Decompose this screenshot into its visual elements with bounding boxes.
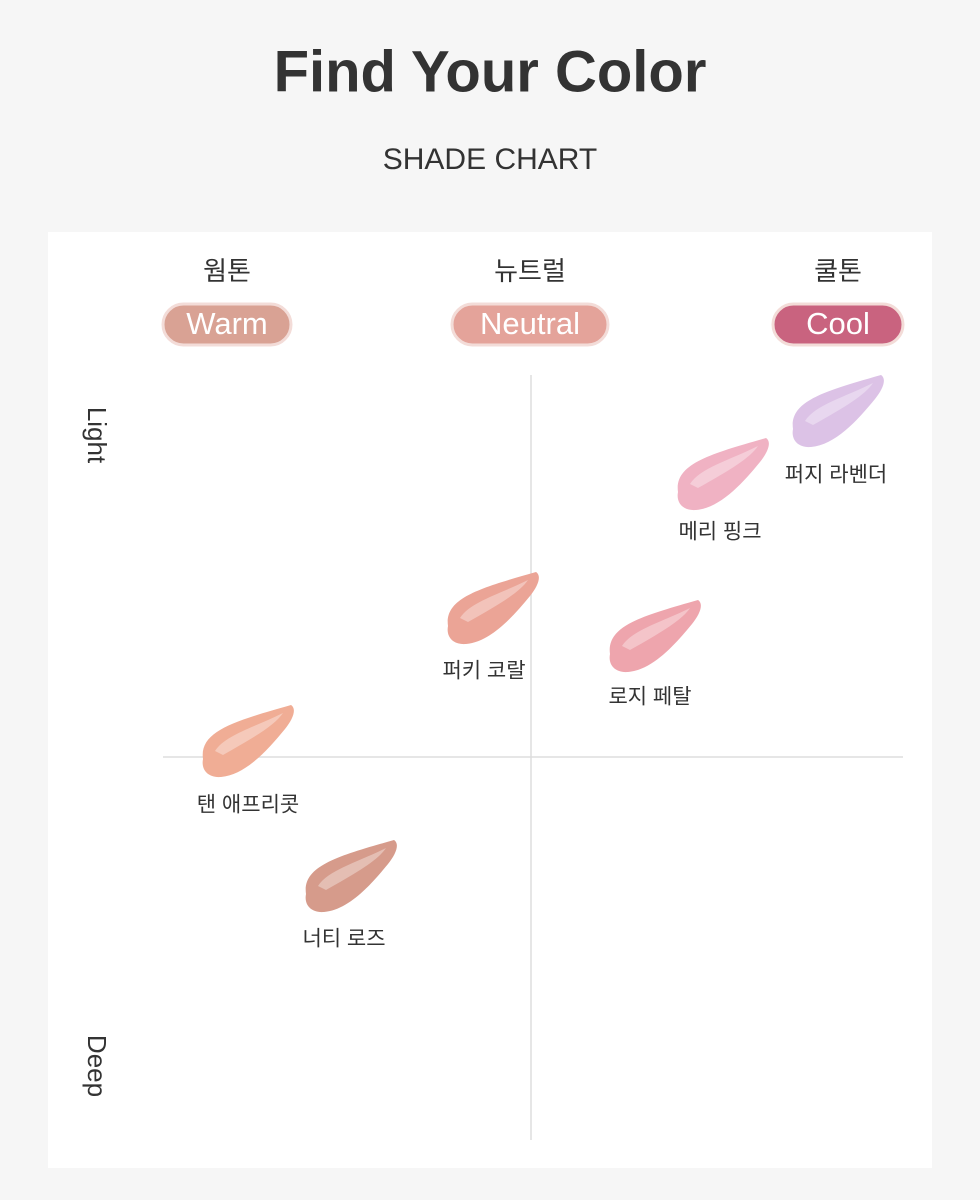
swatch-body <box>792 375 884 448</box>
shade-name: 로지 페탈 <box>608 686 691 709</box>
column-tag: Cool <box>806 306 870 341</box>
column-label: 웜톤 <box>203 256 251 286</box>
swatch-body <box>447 572 539 645</box>
shade-name: 탠 애프리콧 <box>197 794 299 817</box>
card <box>48 232 932 1168</box>
swatch <box>305 840 397 913</box>
swatch-shine <box>215 713 283 755</box>
swatch-body <box>609 600 701 673</box>
column-pill <box>771 302 905 347</box>
column-label: 뉴트럴 <box>494 256 566 286</box>
title: Find Your Color <box>274 39 707 104</box>
swatch <box>792 375 884 448</box>
swatch-body <box>305 840 397 913</box>
swatch <box>202 705 294 778</box>
column-pill <box>450 302 610 347</box>
axis-light: Light <box>82 407 112 464</box>
column-tag: Neutral <box>480 306 580 341</box>
swatch <box>447 572 539 645</box>
swatch-shine <box>805 383 873 425</box>
column-pill <box>161 302 293 347</box>
swatch-body <box>677 438 769 511</box>
axis-deep: Deep <box>82 1035 112 1097</box>
shade-name: 퍼키 코랄 <box>442 660 525 683</box>
swatch-body <box>202 705 294 778</box>
swatch-shine <box>622 608 690 650</box>
column-tag: Warm <box>186 306 268 341</box>
swatch-shine <box>690 446 758 488</box>
swatch <box>677 438 769 511</box>
subtitle: SHADE CHART <box>383 143 597 176</box>
shade-name: 메리 핑크 <box>678 521 761 544</box>
shade-name: 퍼지 라벤더 <box>785 464 887 487</box>
swatch-shine <box>460 580 528 622</box>
swatch <box>609 600 701 673</box>
swatch-shine <box>318 848 386 890</box>
column-label: 쿨톤 <box>814 256 862 286</box>
shade-name: 너티 로즈 <box>302 928 385 951</box>
